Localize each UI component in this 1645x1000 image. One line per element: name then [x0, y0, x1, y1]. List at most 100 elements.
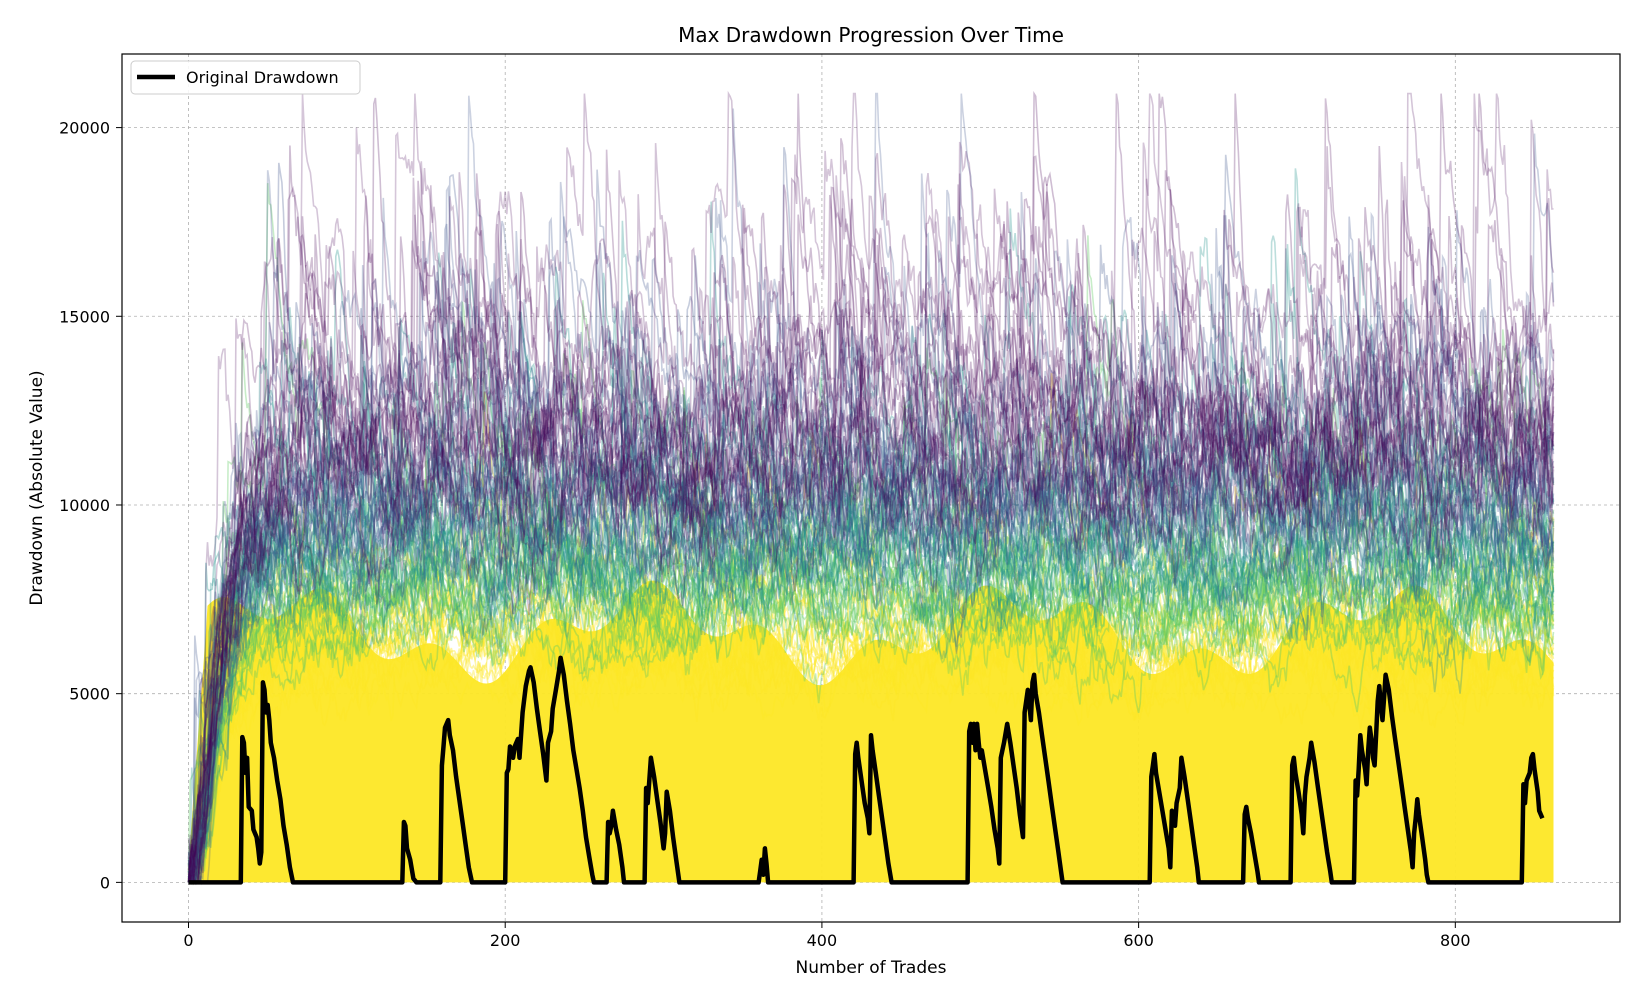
original-drawdown-line	[188, 655, 1545, 885]
simulation-path	[187, 451, 1555, 885]
simulation-path	[187, 255, 1555, 883]
simulation-path	[188, 93, 1555, 873]
simulation-path	[187, 244, 1555, 880]
simulation-path	[188, 390, 1555, 884]
simulation-path	[188, 90, 1555, 884]
simulation-path	[187, 199, 1555, 879]
simulation-path	[188, 348, 1555, 884]
simulation-path	[187, 119, 1554, 880]
simulation-path	[187, 297, 1555, 883]
x-tick-label: 400	[807, 931, 838, 950]
simulation-path	[187, 183, 1555, 883]
simulation-path	[187, 373, 1555, 881]
simulation-path	[187, 93, 1555, 874]
simulation-path	[187, 460, 1555, 880]
simulation-path	[187, 171, 1555, 883]
simulation-path	[188, 541, 1555, 884]
simulation-path	[188, 394, 1555, 884]
simulation-path	[187, 235, 1555, 880]
legend: Original Drawdown	[130, 60, 361, 95]
simulation-path	[187, 168, 1555, 883]
simulation-path	[187, 525, 1555, 884]
simulation-path	[187, 276, 1555, 884]
simulation-path	[188, 357, 1555, 872]
legend-box	[130, 60, 361, 95]
simulation-path	[187, 339, 1554, 866]
simulation-path	[187, 437, 1555, 883]
simulation-path	[188, 133, 1555, 883]
simulation-path	[187, 169, 1554, 886]
x-tick-label: 600	[1123, 931, 1154, 950]
simulation-path	[187, 97, 1555, 885]
simulation-path	[187, 223, 1555, 884]
simulation-paths	[187, 90, 1555, 886]
simulation-path	[187, 372, 1555, 884]
simulation-path	[187, 355, 1555, 884]
simulation-path	[187, 342, 1555, 883]
simulation-path	[188, 512, 1555, 886]
simulation-path	[188, 153, 1555, 884]
original-drawdown-layer	[188, 655, 1545, 885]
simulation-path	[188, 170, 1555, 884]
simulation-path	[188, 296, 1555, 884]
x-tick-label: 800	[1440, 931, 1471, 950]
simulation-path	[187, 262, 1555, 880]
simulation-path	[187, 425, 1555, 883]
simulation-path	[188, 484, 1555, 884]
simulation-path	[187, 480, 1554, 883]
x-tick-label: 0	[183, 931, 193, 950]
simulation-path	[188, 432, 1555, 884]
simulation-path	[187, 92, 1555, 882]
simulation-path	[188, 391, 1555, 884]
simulation-path	[187, 529, 1555, 880]
simulation-path	[188, 497, 1555, 884]
x-tick-label: 200	[490, 931, 521, 950]
simulation-path	[187, 195, 1555, 883]
simulation-path	[188, 93, 1555, 886]
simulation-path	[188, 460, 1555, 884]
simulation-path	[187, 379, 1555, 878]
simulation-density-fill	[188, 580, 1554, 883]
simulation-path	[187, 409, 1555, 883]
simulation-path	[187, 378, 1555, 883]
simulation-path	[188, 326, 1555, 884]
simulation-path	[187, 161, 1555, 875]
simulation-path	[187, 301, 1555, 876]
simulation-path	[188, 300, 1555, 884]
simulation-path	[187, 510, 1555, 881]
simulation-path	[187, 235, 1555, 883]
simulation-path	[187, 477, 1555, 885]
simulation-path	[187, 420, 1554, 869]
simulation-path	[187, 501, 1555, 877]
simulation-path	[188, 311, 1555, 884]
simulation-path	[187, 394, 1555, 883]
simulation-path	[187, 220, 1555, 883]
simulation-path	[187, 519, 1555, 884]
simulation-path	[187, 92, 1555, 884]
legend-label-original: Original Drawdown	[186, 68, 339, 87]
simulation-path	[187, 147, 1555, 883]
simulation-path	[188, 299, 1555, 886]
y-axis-label: Drawdown (Absolute Value)	[27, 370, 47, 605]
simulation-path	[188, 380, 1554, 884]
simulation-path	[187, 252, 1555, 883]
simulation-path	[187, 181, 1555, 879]
simulation-path	[187, 435, 1555, 882]
simulation-path	[187, 108, 1555, 875]
simulation-path	[187, 400, 1555, 883]
x-axis-label: Number of Trades	[796, 958, 947, 978]
simulation-path	[187, 284, 1555, 883]
simulation-path	[187, 174, 1554, 886]
simulation-path	[187, 317, 1555, 883]
simulation-path	[187, 311, 1555, 883]
simulation-path	[187, 93, 1555, 883]
simulation-path	[187, 92, 1554, 884]
y-tick-label: 0	[100, 873, 110, 892]
y-tick-label: 10000	[59, 496, 110, 515]
chart-title: Max Drawdown Progression Over Time	[678, 23, 1064, 47]
simulation-path	[187, 210, 1555, 886]
y-tick-label: 15000	[59, 307, 110, 326]
simulation-path	[187, 533, 1555, 876]
simulation-path	[187, 146, 1555, 868]
